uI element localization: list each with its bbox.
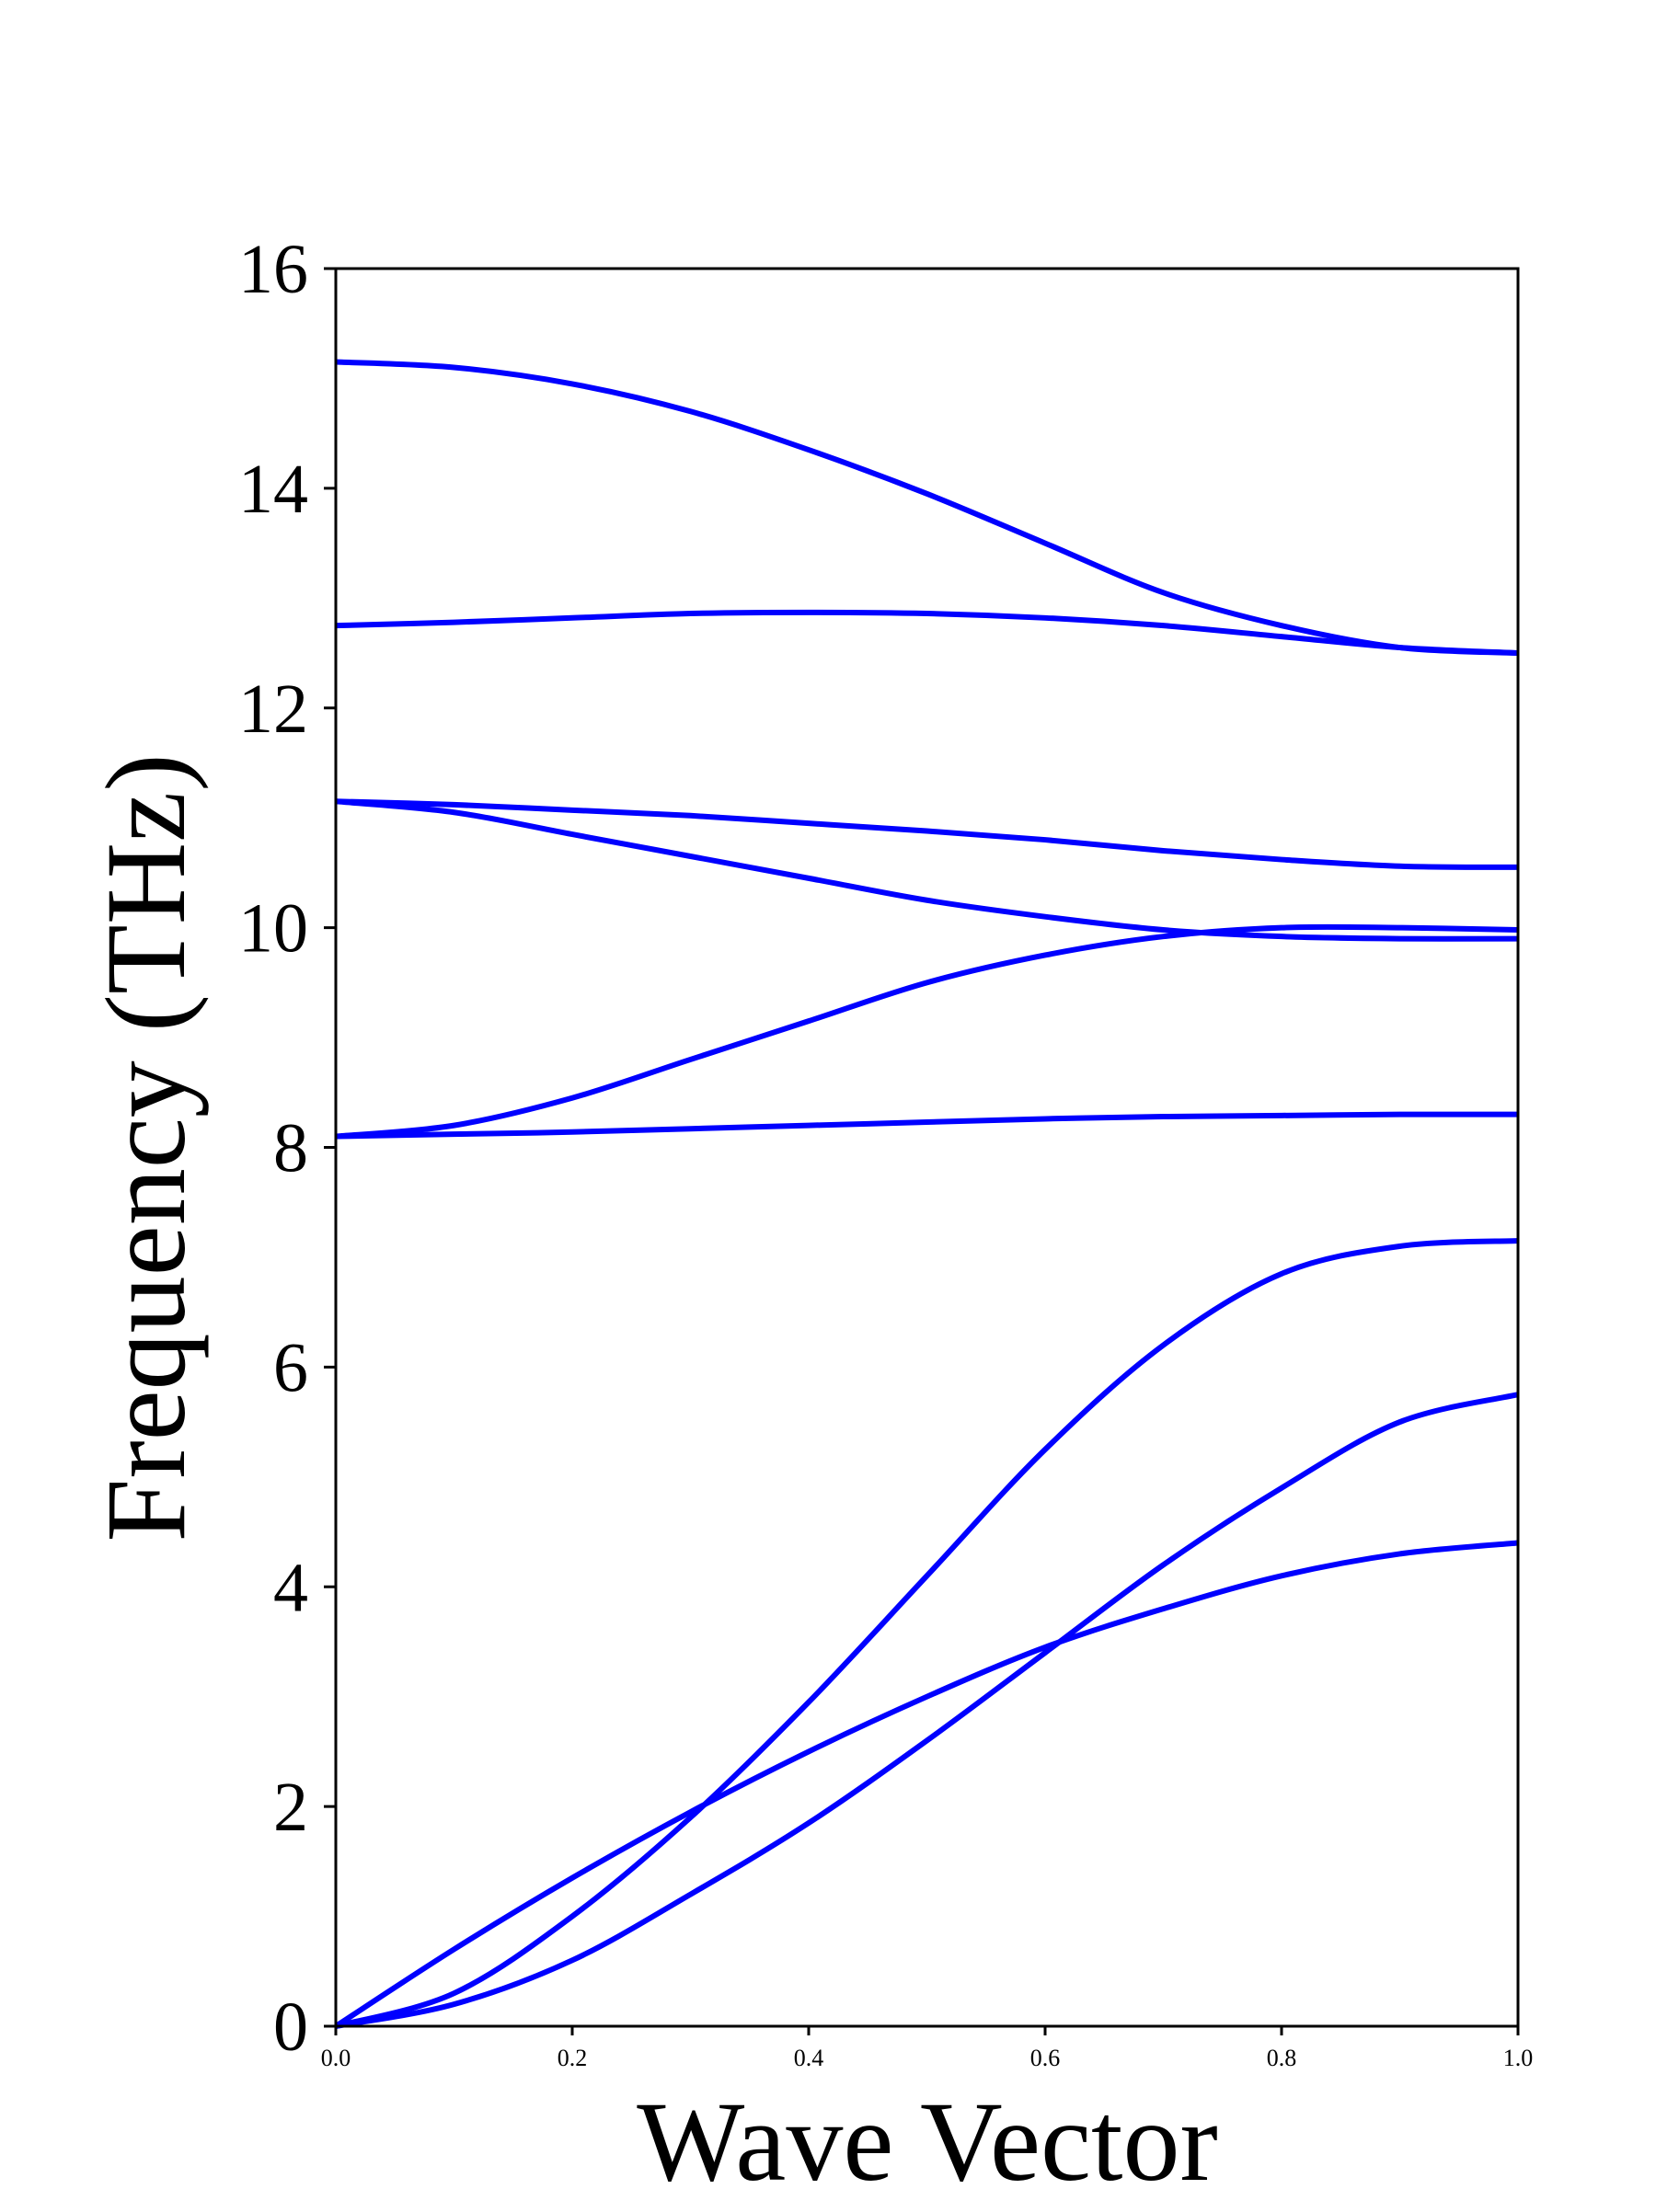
series-lines xyxy=(334,359,1519,2029)
y-tick-label: 8 xyxy=(273,1110,308,1187)
band-line-3 xyxy=(334,1540,1519,2029)
x-axis-label: Wave Vector xyxy=(637,2079,1218,2205)
y-tick-label: 14 xyxy=(238,451,308,528)
x-tick-label: 0.0 xyxy=(321,2045,351,2071)
band-line-6 xyxy=(335,798,1519,942)
y-tick-label: 12 xyxy=(238,670,308,748)
x-tick-label: 0.4 xyxy=(794,2045,824,2071)
band-line-2 xyxy=(335,1392,1519,2029)
x-tick-label: 0.8 xyxy=(1267,2045,1297,2071)
plot-frame xyxy=(334,267,1520,2028)
band-line-5 xyxy=(335,923,1519,1140)
y-tick-label: 2 xyxy=(273,1769,308,1846)
y-tick-label: 16 xyxy=(238,231,308,308)
y-tick-label: 0 xyxy=(273,1989,308,2066)
band-line-8 xyxy=(335,609,1519,657)
x-tick-label: 0.2 xyxy=(558,2045,588,2071)
x-tick-label: 1.0 xyxy=(1503,2045,1534,2071)
band-line-7 xyxy=(335,798,1519,870)
band-line-9 xyxy=(335,359,1519,657)
y-axis-label: Frequency (THz) xyxy=(83,753,209,1542)
band-line-4 xyxy=(335,1111,1519,1140)
y-tick-label: 6 xyxy=(273,1329,308,1406)
y-tick-label: 10 xyxy=(238,890,308,968)
y-tick-label: 4 xyxy=(273,1549,308,1626)
band-line-1 xyxy=(335,1238,1519,2029)
axis-ticks: 0 2 4 6 8 10 12 14 16 0.0 0.2 0.4 0.6 0.8 1.0 xyxy=(238,231,1533,2071)
x-tick-label: 0.6 xyxy=(1030,2045,1061,2071)
